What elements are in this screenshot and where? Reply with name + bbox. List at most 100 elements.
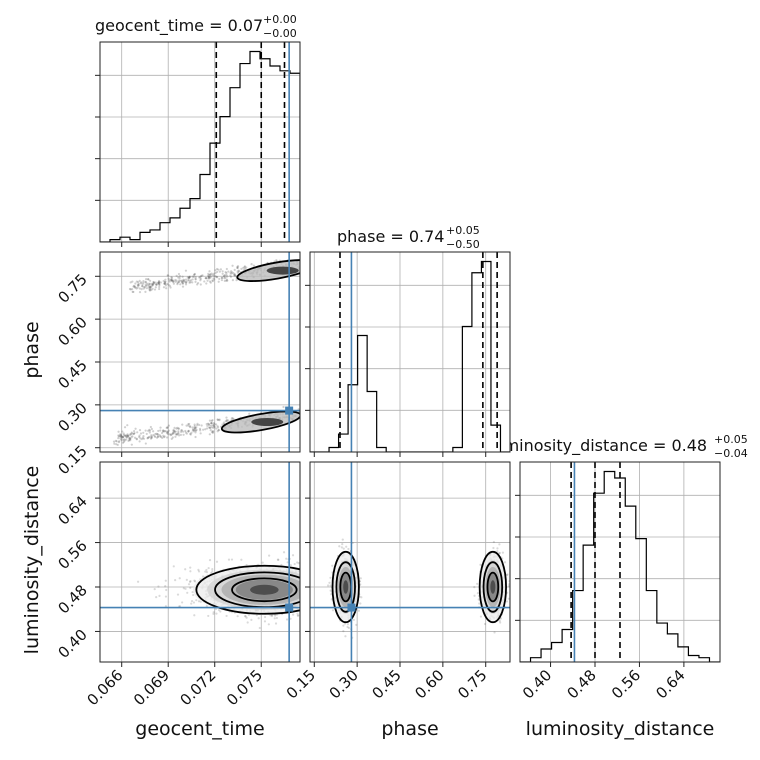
sample-point xyxy=(157,281,161,284)
sample-point xyxy=(166,426,169,429)
sample-point xyxy=(194,431,197,434)
sample-point xyxy=(243,266,246,269)
sample-point xyxy=(302,411,304,413)
sample-point xyxy=(216,425,219,428)
sample-point xyxy=(193,579,196,582)
sample-point xyxy=(258,626,261,630)
y-tick-label: 0.45 xyxy=(54,356,90,392)
sample-point xyxy=(233,273,236,276)
contour-line xyxy=(236,259,300,282)
sample-point xyxy=(479,563,482,566)
sample-point xyxy=(227,270,230,273)
sample-point xyxy=(148,282,152,285)
hist-geocent-time xyxy=(95,41,301,247)
sample-point xyxy=(208,273,211,277)
sample-point xyxy=(263,615,267,619)
x-tick-label: 0.40 xyxy=(519,666,555,702)
sample-point xyxy=(147,282,150,285)
sample-point xyxy=(352,618,355,621)
sample-point xyxy=(223,275,226,278)
sample-point xyxy=(207,276,210,279)
sample-point xyxy=(503,561,507,564)
sample-point xyxy=(133,429,136,433)
sample-point xyxy=(230,272,233,275)
sample-point xyxy=(305,418,307,420)
sample-point xyxy=(217,609,221,612)
sample-point xyxy=(207,275,210,279)
sample-point xyxy=(164,278,167,281)
sample-point xyxy=(257,617,260,620)
sample-point xyxy=(338,545,341,548)
sample-point xyxy=(267,623,270,626)
contour-line xyxy=(220,410,300,434)
y-tick-label: 0.60 xyxy=(54,313,90,349)
sample-point xyxy=(172,282,175,285)
sample-point xyxy=(205,277,208,280)
sample-point xyxy=(166,274,169,277)
sample-point xyxy=(205,568,208,572)
sample-point xyxy=(197,281,200,285)
sample-point xyxy=(296,612,299,615)
sample-point xyxy=(499,617,502,620)
sample-point xyxy=(227,419,230,422)
y-tick-label: 0.30 xyxy=(54,399,90,435)
sample-point xyxy=(219,610,222,613)
sample-point xyxy=(151,283,154,286)
sample-point xyxy=(121,436,125,439)
sample-point xyxy=(230,558,234,561)
sample-point xyxy=(153,434,156,438)
sample-point xyxy=(187,279,190,282)
panel-phase-vs-luminosity-distance: 0.15 0.30 0.45 0.60 0.75 xyxy=(283,461,511,702)
sample-point xyxy=(225,279,228,282)
sample-point xyxy=(151,287,154,290)
sample-point xyxy=(248,412,251,415)
sample-point xyxy=(177,280,181,284)
sample-point xyxy=(192,430,195,433)
truth-marker xyxy=(285,603,294,612)
sample-point xyxy=(301,268,303,270)
sample-point xyxy=(303,580,305,582)
sample-point xyxy=(273,614,277,617)
sample-point xyxy=(121,430,124,433)
sample-point xyxy=(189,281,192,284)
sample-point xyxy=(285,618,289,621)
sample-point xyxy=(159,429,162,432)
contour-line xyxy=(478,550,507,624)
sample-point xyxy=(170,278,173,281)
sample-point xyxy=(136,431,139,434)
sample-point xyxy=(308,267,310,269)
sample-point xyxy=(222,275,225,278)
hist-phase-content xyxy=(310,252,510,452)
sample-point xyxy=(191,428,195,431)
sample-point xyxy=(132,284,136,288)
sample-point xyxy=(128,287,132,291)
sample-point xyxy=(184,278,188,281)
sample-point xyxy=(173,430,176,433)
sample-point xyxy=(210,272,213,275)
sample-point xyxy=(328,581,331,584)
sample-point xyxy=(144,281,147,284)
sample-point xyxy=(170,279,174,282)
sample-point xyxy=(215,427,218,430)
sample-point xyxy=(174,433,177,436)
sample-point xyxy=(172,428,175,431)
sample-point xyxy=(152,281,155,284)
sample-point xyxy=(118,440,121,443)
sample-point xyxy=(188,276,191,279)
sample-point xyxy=(160,431,164,435)
sample-point xyxy=(150,436,153,440)
sample-point xyxy=(150,282,153,285)
sample-point xyxy=(161,430,165,433)
sample-point xyxy=(156,435,160,438)
sample-point xyxy=(144,283,147,286)
sample-point xyxy=(307,263,309,265)
sample-point xyxy=(498,543,501,546)
sample-point xyxy=(492,546,495,550)
contour-line xyxy=(195,564,300,615)
sample-point xyxy=(289,617,292,620)
sample-point xyxy=(285,557,288,560)
sample-point xyxy=(165,430,169,433)
sample-point xyxy=(119,433,123,436)
svg-text:+0.05: +0.05 xyxy=(714,433,748,446)
